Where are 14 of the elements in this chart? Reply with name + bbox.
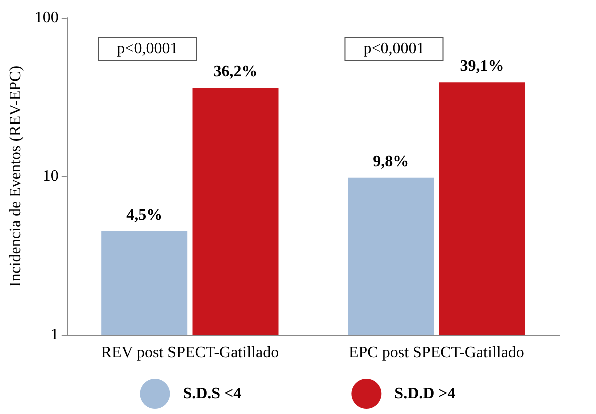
data-label: 39,1% <box>460 58 504 76</box>
data-label: 9,8% <box>373 153 410 170</box>
y-tick-label: 100 <box>34 10 59 26</box>
data-label: 4,5% <box>126 206 163 224</box>
y-tick-label: 10 <box>42 168 59 185</box>
annotation: p<0,0001 <box>117 40 178 58</box>
x-tick-label: REV post SPECT-Gatillado <box>101 344 280 362</box>
legend-label: S.D.S <4 <box>183 386 242 402</box>
data-label: 36,2% <box>214 63 258 80</box>
y-tick-label: 1 <box>50 326 59 344</box>
legend-label: S.D.D >4 <box>394 386 456 402</box>
y-axis-title: Incidencia de Eventos (REV-EPC) <box>8 66 24 288</box>
annotation: p<0,0001 <box>364 40 425 58</box>
x-tick-label: EPC post SPECT-Gatillado <box>349 344 524 362</box>
